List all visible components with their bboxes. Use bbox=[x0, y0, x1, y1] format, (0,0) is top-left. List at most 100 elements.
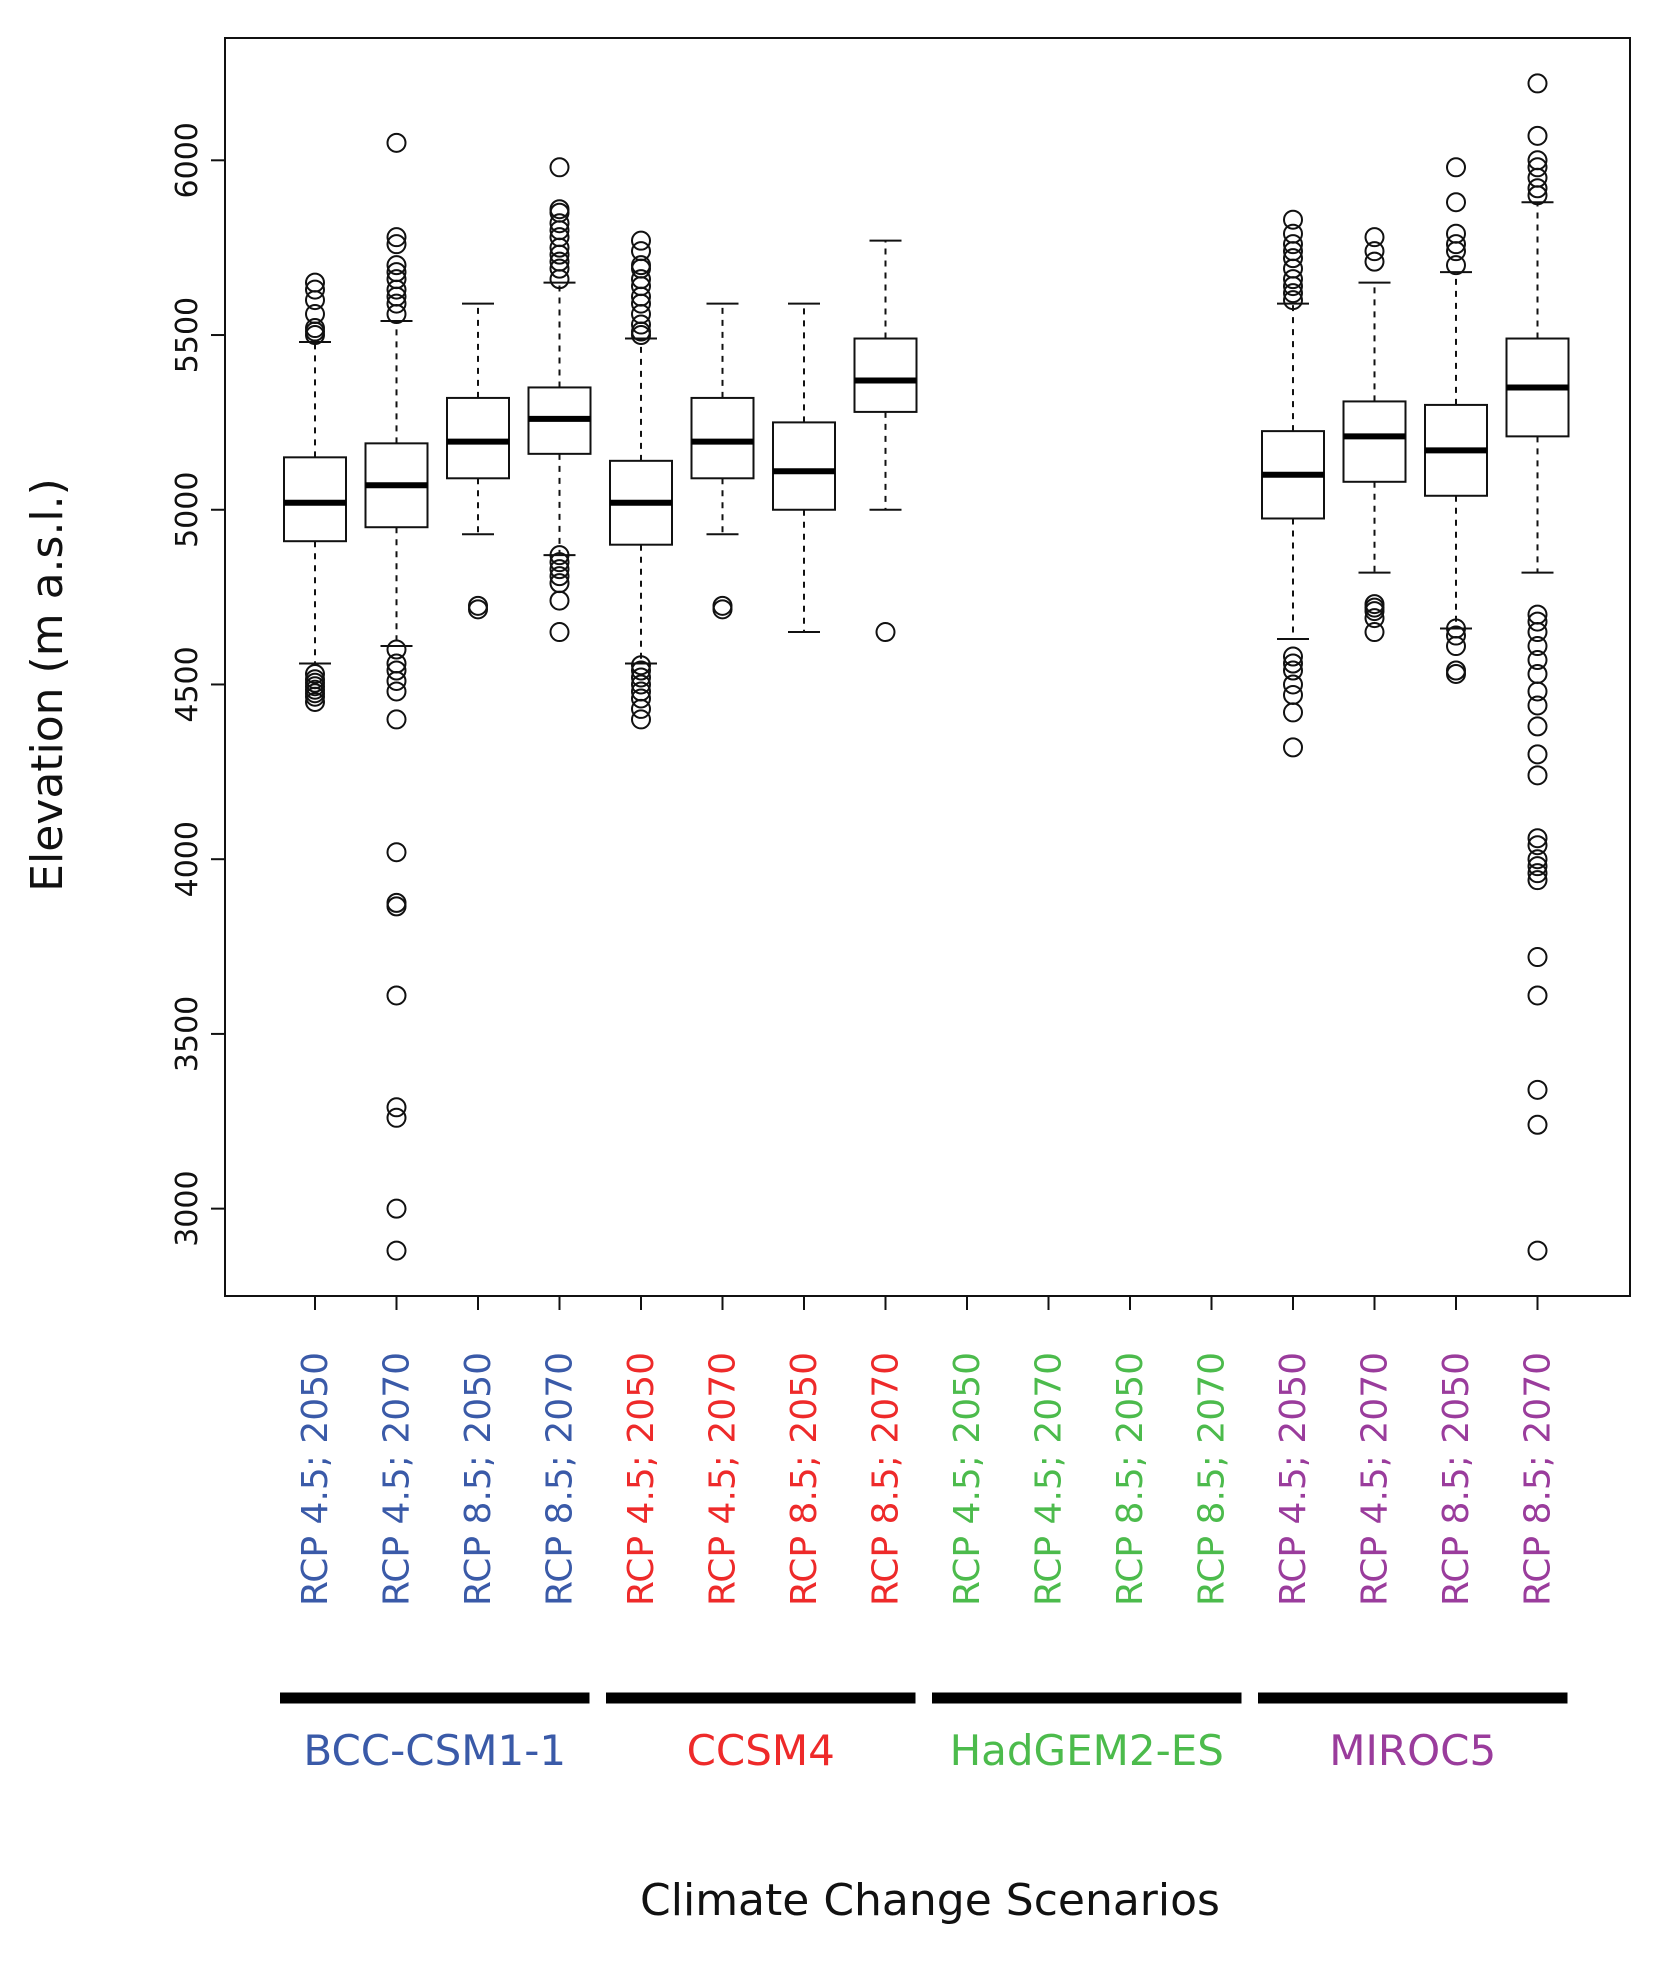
outlier-point bbox=[1527, 663, 1548, 684]
x-category-label: RCP 4.5; 2070 bbox=[1355, 1352, 1396, 1606]
outlier-point bbox=[631, 709, 651, 730]
outlier-point bbox=[1283, 653, 1303, 674]
plot-frame bbox=[224, 37, 1631, 1297]
outlier-point bbox=[631, 241, 651, 262]
x-category-label: RCP 4.5; 2070 bbox=[703, 1352, 744, 1606]
outlier-point bbox=[549, 622, 570, 643]
y-axis-title: Elevation (m a.s.l.) bbox=[22, 478, 73, 892]
x-category-label: RCP 8.5; 2050 bbox=[1436, 1352, 1477, 1606]
y-tick-label: 4000 bbox=[170, 821, 205, 897]
outlier-point bbox=[386, 1198, 407, 1219]
x-category-label: RCP 8.5; 2050 bbox=[784, 1352, 825, 1606]
outlier-point bbox=[631, 667, 651, 688]
outlier-point bbox=[1527, 947, 1548, 968]
outlier-point bbox=[1527, 849, 1548, 870]
outlier-point bbox=[386, 132, 407, 153]
outlier-point bbox=[1446, 234, 1466, 255]
outlier-point bbox=[1527, 636, 1548, 657]
outlier-point bbox=[631, 660, 651, 681]
group-label: BCC-CSM1-1 bbox=[303, 1726, 566, 1775]
x-category-label: RCP 8.5; 2070 bbox=[1192, 1352, 1233, 1606]
x-category-label: RCP 8.5; 2050 bbox=[1110, 1352, 1151, 1606]
outlier-point bbox=[1364, 251, 1385, 272]
outlier-point bbox=[712, 595, 733, 616]
outlier-point bbox=[305, 663, 325, 684]
outlier-point bbox=[386, 293, 407, 314]
outlier-point bbox=[1527, 716, 1548, 737]
outlier-point bbox=[1364, 241, 1385, 262]
box-iqr bbox=[1342, 400, 1407, 483]
outlier-point bbox=[1364, 594, 1385, 615]
outlier-point bbox=[1527, 828, 1548, 849]
outlier-point bbox=[549, 573, 570, 594]
outlier-point bbox=[1283, 234, 1303, 255]
outlier-point bbox=[1446, 223, 1466, 244]
x-category-label: RCP 4.5; 2050 bbox=[947, 1352, 988, 1606]
outlier-point bbox=[1283, 684, 1303, 705]
outlier-point bbox=[386, 234, 407, 255]
x-axis-title: Climate Change Scenarios bbox=[640, 1875, 1220, 1926]
outlier-point bbox=[549, 559, 570, 580]
box-iqr bbox=[853, 337, 918, 413]
outlier-point bbox=[1283, 290, 1303, 311]
outlier-point bbox=[305, 669, 325, 690]
x-category-label: RCP 4.5; 2050 bbox=[1273, 1352, 1314, 1606]
outlier-point bbox=[386, 660, 407, 681]
outlier-point bbox=[1283, 660, 1303, 681]
outlier-point bbox=[549, 545, 570, 566]
y-tick-label: 3500 bbox=[170, 996, 205, 1072]
outlier-point bbox=[305, 279, 325, 300]
outlier-point bbox=[631, 681, 651, 702]
outlier-point bbox=[1527, 604, 1548, 625]
outlier-point bbox=[305, 304, 325, 325]
outlier-point bbox=[386, 269, 407, 290]
box-iqr bbox=[283, 456, 347, 543]
y-tick-label: 4500 bbox=[170, 646, 205, 722]
x-category-label: RCP 8.5; 2070 bbox=[540, 1352, 581, 1606]
outlier-point bbox=[549, 227, 570, 248]
outlier-point bbox=[1446, 625, 1466, 646]
outlier-point bbox=[1446, 618, 1466, 639]
box-iqr bbox=[772, 421, 836, 511]
outlier-point bbox=[1283, 269, 1303, 290]
outlier-point bbox=[386, 1097, 407, 1118]
outlier-point bbox=[386, 227, 407, 248]
group-label: CCSM4 bbox=[687, 1726, 835, 1775]
outlier-point bbox=[305, 318, 325, 339]
outlier-point bbox=[549, 157, 570, 178]
group-label: MIROC5 bbox=[1329, 1726, 1496, 1775]
outlier-point bbox=[1527, 125, 1548, 146]
outlier-point bbox=[1446, 660, 1466, 681]
x-category-label: RCP 8.5; 2070 bbox=[1518, 1352, 1559, 1606]
outlier-point bbox=[549, 552, 570, 573]
outlier-point bbox=[1527, 73, 1548, 94]
outlier-point bbox=[631, 269, 651, 290]
outlier-point bbox=[1283, 209, 1303, 230]
y-tick-label: 3000 bbox=[170, 1170, 205, 1246]
outlier-point bbox=[1527, 835, 1548, 856]
outlier-point bbox=[875, 622, 896, 643]
outlier-point bbox=[386, 842, 407, 863]
outlier-point bbox=[1527, 765, 1548, 786]
y-tick-label: 6000 bbox=[170, 122, 205, 198]
outlier-point bbox=[1446, 255, 1466, 276]
outlier-point bbox=[386, 653, 407, 674]
outlier-point bbox=[1527, 1079, 1548, 1100]
outlier-point bbox=[1283, 674, 1303, 695]
outlier-point bbox=[1446, 192, 1466, 213]
outlier-point bbox=[386, 1240, 407, 1261]
outlier-point bbox=[631, 230, 651, 251]
x-category-label: RCP 8.5; 2070 bbox=[866, 1352, 907, 1606]
outlier-point bbox=[1527, 157, 1548, 178]
plot-area: 3000 3500 4000 4500 5000 5500 6000 RCP 4.5; 205… bbox=[170, 37, 1631, 1775]
outlier-point bbox=[1527, 150, 1548, 171]
outlier-point bbox=[1283, 223, 1303, 244]
outlier-point bbox=[1527, 744, 1548, 765]
outlier-point bbox=[1527, 856, 1548, 877]
outlier-point bbox=[1527, 1240, 1548, 1261]
outlier-point bbox=[305, 691, 325, 712]
outlier-point bbox=[631, 688, 651, 709]
outlier-point bbox=[1283, 737, 1303, 758]
